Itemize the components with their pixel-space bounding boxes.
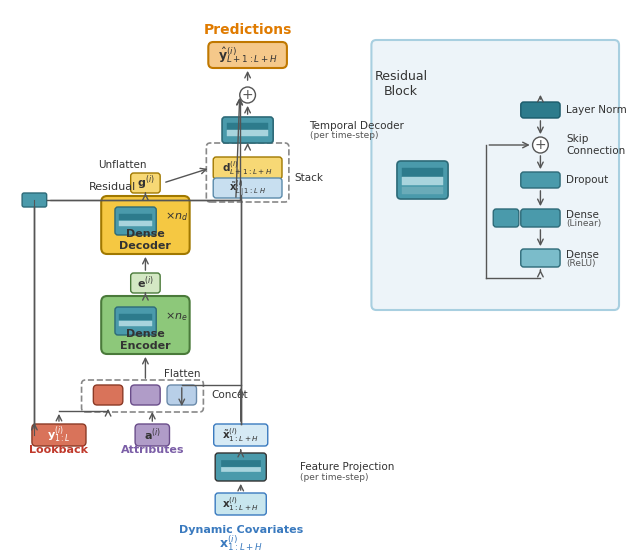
Text: (per time-step): (per time-step) (300, 473, 368, 481)
Bar (221, 460, 260, 466)
FancyBboxPatch shape (213, 178, 282, 198)
Bar (119, 320, 152, 325)
Text: $\hat{\mathbf{y}}^{(i)}_{L+1:L+H}$: $\hat{\mathbf{y}}^{(i)}_{L+1:L+H}$ (218, 45, 278, 65)
Bar (227, 130, 268, 136)
FancyBboxPatch shape (493, 209, 519, 227)
Text: $\times n_d$: $\times n_d$ (165, 211, 188, 224)
FancyBboxPatch shape (93, 385, 123, 405)
Text: $\tilde{\mathbf{x}}^{(i)}_{1:L+H}$: $\tilde{\mathbf{x}}^{(i)}_{1:L+H}$ (222, 426, 259, 444)
Text: Flatten: Flatten (164, 369, 200, 379)
Text: $\mathbf{e}^{(i)}$: $\mathbf{e}^{(i)}$ (137, 275, 154, 291)
Bar (119, 214, 152, 220)
Text: Dynamic Covariates: Dynamic Covariates (179, 525, 303, 535)
Bar (402, 177, 443, 185)
FancyBboxPatch shape (131, 173, 160, 193)
Text: (per time-step): (per time-step) (310, 131, 378, 140)
Text: Concat: Concat (211, 390, 248, 400)
FancyBboxPatch shape (521, 249, 560, 267)
FancyBboxPatch shape (215, 493, 266, 515)
Text: Predictions: Predictions (204, 23, 292, 37)
FancyBboxPatch shape (397, 161, 448, 199)
Text: $\times n_e$: $\times n_e$ (165, 311, 188, 324)
FancyBboxPatch shape (115, 307, 156, 335)
FancyBboxPatch shape (131, 273, 160, 293)
FancyBboxPatch shape (371, 40, 619, 310)
Text: $\mathbf{y}^{(i)}_{1:L}$: $\mathbf{y}^{(i)}_{1:L}$ (47, 425, 71, 445)
Text: $\mathbf{x}^{(i)}_{1:L+H}$: $\mathbf{x}^{(i)}_{1:L+H}$ (222, 495, 259, 513)
Text: Lookback: Lookback (29, 445, 88, 455)
Text: Temporal Decoder: Temporal Decoder (310, 121, 404, 131)
FancyBboxPatch shape (32, 424, 86, 446)
FancyBboxPatch shape (222, 117, 273, 143)
Bar (227, 122, 268, 130)
FancyBboxPatch shape (101, 196, 189, 254)
FancyBboxPatch shape (213, 157, 282, 179)
FancyBboxPatch shape (521, 209, 560, 227)
Bar (119, 221, 152, 226)
Text: Residual: Residual (90, 182, 136, 192)
FancyBboxPatch shape (521, 102, 560, 118)
FancyBboxPatch shape (131, 385, 160, 405)
Text: Dense
Encoder: Dense Encoder (120, 329, 171, 351)
Text: +: + (242, 88, 253, 102)
FancyBboxPatch shape (208, 42, 287, 68)
Bar (402, 167, 443, 176)
FancyBboxPatch shape (214, 424, 268, 446)
Text: Dropout: Dropout (566, 175, 608, 185)
Text: $\mathbf{d}^{(i)}_{L+1:L+H}$: $\mathbf{d}^{(i)}_{L+1:L+H}$ (222, 159, 273, 177)
Text: Residual
Block: Residual Block (374, 70, 428, 98)
Text: Skip
Connection: Skip Connection (566, 134, 625, 156)
Text: Attributes: Attributes (120, 445, 184, 455)
Text: $\tilde{\mathbf{x}}^{(i)}_{L\,|\,1:L\,\,H}$: $\tilde{\mathbf{x}}^{(i)}_{L\,|\,1:L\,\,… (229, 178, 266, 198)
Circle shape (532, 137, 548, 153)
FancyBboxPatch shape (135, 424, 170, 446)
FancyBboxPatch shape (22, 193, 47, 207)
Text: +: + (534, 138, 546, 152)
Bar (119, 314, 152, 320)
Text: (Linear): (Linear) (566, 219, 601, 227)
Bar (402, 186, 443, 193)
Text: Feature Projection: Feature Projection (300, 462, 394, 472)
Circle shape (240, 87, 255, 103)
Text: $\mathbf{g}^{(i)}$: $\mathbf{g}^{(i)}$ (136, 173, 154, 192)
FancyBboxPatch shape (521, 172, 560, 188)
FancyBboxPatch shape (101, 296, 189, 354)
Text: $\mathbf{a}^{(i)}$: $\mathbf{a}^{(i)}$ (144, 426, 161, 443)
Text: (ReLU): (ReLU) (566, 259, 595, 267)
Text: Dense: Dense (566, 210, 599, 220)
FancyBboxPatch shape (215, 453, 266, 481)
Text: $\mathbf{x}^{(i)}_{1:L+H}$: $\mathbf{x}^{(i)}_{1:L+H}$ (219, 533, 263, 553)
FancyBboxPatch shape (115, 207, 156, 235)
Bar (221, 467, 260, 471)
Text: Unflatten: Unflatten (99, 160, 147, 170)
FancyBboxPatch shape (167, 385, 196, 405)
Text: Dense
Decoder: Dense Decoder (120, 229, 172, 251)
Text: Dense: Dense (566, 250, 599, 260)
Text: Layer Norm: Layer Norm (566, 105, 627, 115)
Text: Stack: Stack (295, 173, 324, 183)
